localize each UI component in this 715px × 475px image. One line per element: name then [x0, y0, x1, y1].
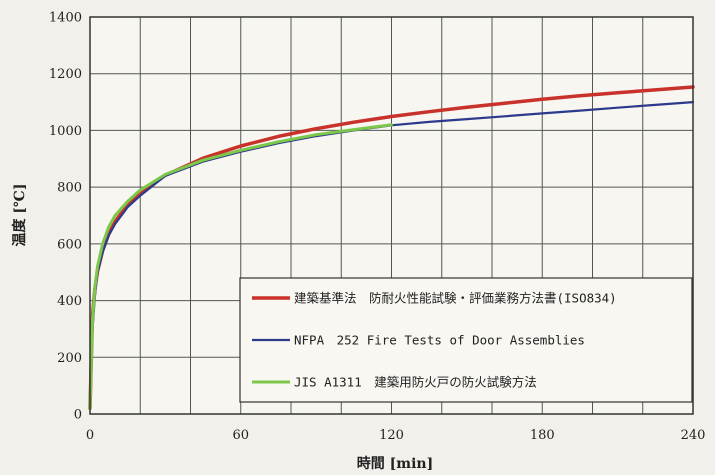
legend-label-3: JIS A1311 建築用防火戸の防火試験方法 [294, 375, 537, 390]
legend-label-1: 建築基準法 防耐火性能試験・評価業務方法書(ISO834) [294, 291, 617, 306]
legend-box [239, 277, 693, 403]
y-tick-label: 800 [57, 181, 82, 196]
x-axis-title: 時間 [min] [357, 455, 433, 472]
y-tick-label: 400 [57, 294, 82, 309]
y-tick-label: 200 [57, 351, 82, 366]
series-line-3 [88, 123, 393, 410]
y-tick-label: 0 [74, 408, 82, 423]
y-tick-label: 1400 [49, 11, 82, 26]
legend: 建築基準法 防耐火性能試験・評価業務方法書(ISO834) NFPA 252 Fi… [239, 277, 693, 403]
x-tick-label: 0 [86, 428, 94, 443]
plot-frame [89, 16, 694, 415]
series-lines [88, 85, 695, 411]
y-tick-label: 1200 [49, 67, 82, 82]
legend-label-2: NFPA 252 Fire Tests of Door Assemblies [294, 333, 585, 348]
y-axis-title: 温度 [℃] [11, 184, 28, 247]
tick-labels: 0 200 400 600 800 1000 1200 1400 0 60 120 180 240 [49, 11, 706, 444]
x-tick-label: 120 [379, 428, 404, 443]
y-tick-label: 1000 [49, 124, 82, 139]
x-tick-label: 60 [232, 428, 249, 443]
x-tick-label: 180 [530, 428, 555, 443]
x-tick-label: 240 [681, 428, 706, 443]
y-tick-label: 600 [57, 237, 82, 252]
